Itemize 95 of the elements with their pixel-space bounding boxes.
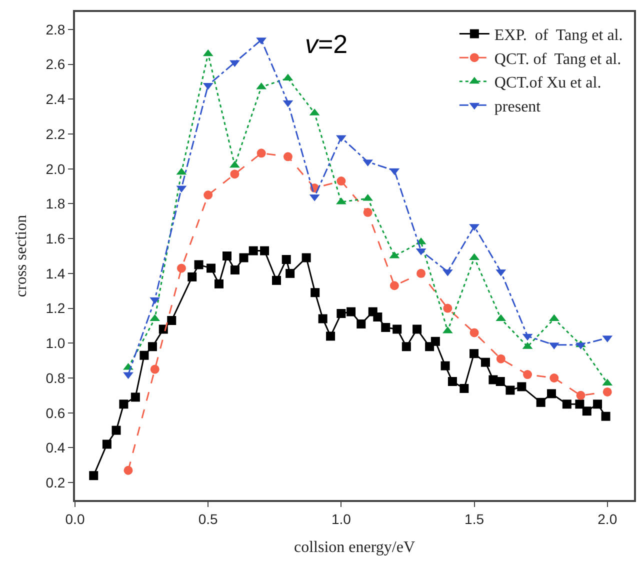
point [523,370,532,380]
point [230,60,240,68]
legend-label: QCT.of Xu et al. [494,74,602,92]
point [326,332,336,341]
point [256,148,266,158]
legend-label: present [494,98,542,116]
y-tick-label: 1.4 [46,265,66,282]
point [214,279,224,288]
point [130,392,140,402]
point [204,190,213,200]
point [286,268,295,278]
point [356,319,366,328]
point [601,412,610,421]
point [336,176,346,186]
point [239,253,248,262]
point [412,324,422,334]
y-tick-label: 0.8 [46,370,66,386]
y-tick-label: 1.8 [46,196,66,212]
y-axis-title: cross section [13,214,30,298]
y-tick-label: 2.6 [46,56,66,72]
point [440,361,450,370]
point [283,152,292,162]
point [248,246,258,256]
x-tick-label: 0.5 [198,510,218,527]
point [230,160,240,168]
point [230,170,240,179]
point [140,350,149,360]
x-tick-label: 2.0 [598,510,618,527]
x-tick-label: 0.0 [65,510,85,527]
point [480,358,490,367]
point [346,307,356,316]
point [470,328,479,338]
point [124,466,133,475]
point [102,440,112,449]
point [506,386,515,395]
point [272,276,282,285]
point [575,400,584,409]
point [593,400,602,409]
y-tick-label: 1.6 [46,230,66,246]
point [536,398,546,407]
point [381,322,390,332]
point [89,471,98,480]
point [302,253,311,262]
point [430,336,440,346]
point [112,426,121,435]
point [318,314,328,324]
point [222,252,232,260]
y-tick-label: 2.0 [46,160,66,177]
point [282,254,291,264]
point [123,372,134,380]
y-tick-label: 1.0 [46,335,66,352]
point [230,265,240,274]
point [496,376,505,386]
point [188,272,197,282]
point [206,264,216,273]
point [416,268,426,278]
point [448,376,457,386]
point [176,264,186,273]
point [392,324,402,334]
point [310,288,320,298]
point [443,304,452,313]
point [470,349,479,358]
point [460,384,469,393]
point [402,342,411,352]
point [373,312,382,322]
point [562,400,572,409]
point [582,406,592,416]
point [517,382,526,392]
y-tick-label: 2.4 [46,91,66,108]
y-tick-label: 0.6 [46,404,66,421]
point [546,389,556,398]
legend-label: EXP. of Tang et al. [494,27,623,44]
x-tick-label: 1.5 [464,510,484,527]
y-tick-label: 2.8 [46,21,66,38]
point [119,400,128,409]
y-tick-label: 1.2 [46,300,66,316]
point [363,208,372,217]
point [148,342,157,352]
point [194,260,204,270]
y-tick-label: 0.4 [46,440,66,456]
x-axis-title: collsion energy/eV [294,539,416,556]
x-tick-label: 1.0 [331,510,352,527]
legend-label: QCT. of Tang et al. [494,50,622,68]
y-tick-label: 0.2 [46,474,66,490]
y-tick-label: 2.2 [46,126,66,142]
point [150,364,160,374]
point [602,387,612,396]
annotation: v=2 [305,29,348,59]
point [167,316,176,325]
point [336,309,346,318]
point [496,354,506,364]
point [576,390,586,400]
point [550,374,559,382]
point [390,281,399,290]
point [260,246,270,256]
